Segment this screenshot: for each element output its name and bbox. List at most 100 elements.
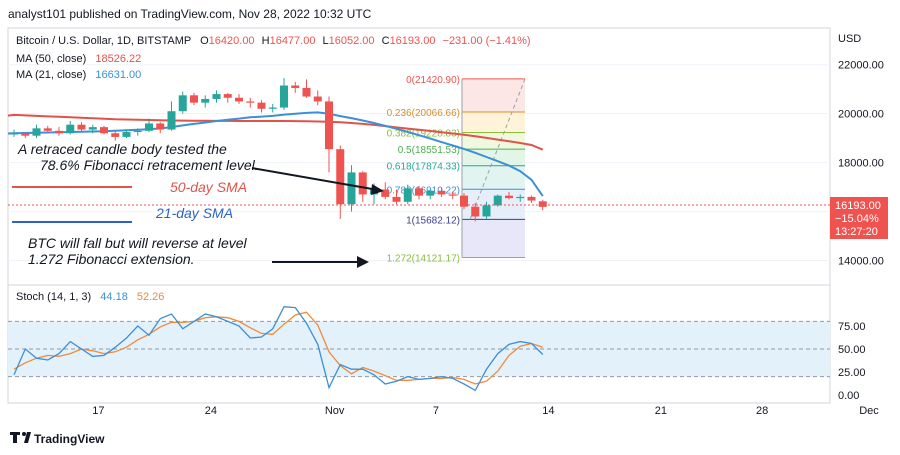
time-tick-label: 7 <box>433 405 439 417</box>
stoch-tick-label: 25.00 <box>838 367 866 379</box>
stochastic-oscillator <box>8 306 830 392</box>
current-price-box: 16193.00 −15.04% 13:27:20 <box>830 197 888 239</box>
price-box-price: 16193.00 <box>835 200 881 212</box>
candle-body <box>460 195 468 207</box>
fib-level-label: 0(21420.90) <box>406 75 460 86</box>
fib-band <box>462 219 525 258</box>
candle-body <box>77 124 86 130</box>
candle-body <box>403 188 412 202</box>
candle-body <box>43 128 52 131</box>
candle-body <box>190 95 198 103</box>
candle-body <box>100 127 108 134</box>
retracement-note-line1: A retraced candle body tested the <box>17 141 227 157</box>
stoch-label: Stoch (14, 1, 3) <box>16 291 91 303</box>
publisher-text: analyst101 published on TradingView.com,… <box>8 7 372 21</box>
candle-body <box>471 206 480 217</box>
candle-body <box>21 133 30 136</box>
candle-body <box>482 205 491 217</box>
svg-text:Bitcoin / U.S. Dollar, 1D, BIT: Bitcoin / U.S. Dollar, 1D, BITSTAMP O164… <box>16 35 531 47</box>
ma50-line <box>7 113 544 151</box>
price-box-countdown: 13:27:20 <box>835 226 878 238</box>
candle-body <box>212 94 221 99</box>
fib-level-label: 1.272(14121.17) <box>387 254 460 265</box>
candle-body <box>88 127 97 130</box>
stoch-k-value: 44.18 <box>100 291 128 303</box>
fall-note-line2: 1.272 Fibonacci extension. <box>28 251 195 267</box>
fib-level-label: 0.5(18551.53) <box>398 145 460 156</box>
ohlc-change: −231.00 (−1.41%) <box>443 35 531 47</box>
ohlc-low-value: 16052.00 <box>329 35 375 47</box>
candle-body <box>347 172 356 205</box>
candle-body <box>426 190 435 196</box>
candle-body <box>178 95 187 112</box>
ma50-label: MA (50, close) <box>16 53 86 65</box>
candle-body <box>291 85 300 88</box>
candle-body <box>55 130 63 134</box>
stoch-tick-label: 75.00 <box>838 321 866 333</box>
candle-body <box>201 98 210 103</box>
time-tick-label: Dec <box>859 405 879 417</box>
candlesticks <box>10 78 547 222</box>
stoch-d-value: 52.26 <box>137 291 165 303</box>
stoch-band <box>8 321 830 377</box>
sma21-note: 21-day SMA <box>155 205 233 221</box>
stoch-tick-label: 0.00 <box>838 390 859 402</box>
ohlc-high-label: H <box>262 35 270 47</box>
candle-body <box>313 96 322 102</box>
fib-level-label: 0.618(17874.33) <box>387 162 460 173</box>
candle-body <box>133 130 142 133</box>
fall-arrowhead <box>357 256 369 268</box>
fib-band <box>462 165 525 190</box>
candle-body <box>280 85 288 108</box>
svg-text:Stoch (14, 1, 3) 44.18: Stoch (14, 1, 3) 44.18 52.26 <box>16 291 164 303</box>
candle-body <box>167 111 176 130</box>
ma50-value: 18526.22 <box>95 53 141 65</box>
ma21-label: MA (21, close) <box>16 69 86 81</box>
price-tick-label: 20000.00 <box>838 109 884 121</box>
candle-body <box>268 107 277 109</box>
fib-level-label: 0.786(16910.22) <box>387 185 460 196</box>
time-tick-label: 14 <box>542 405 554 417</box>
candle-body <box>437 190 446 195</box>
candle-body <box>66 124 75 134</box>
candle-body <box>448 194 457 196</box>
fib-band <box>462 112 525 133</box>
fib-band <box>462 78 525 113</box>
candle-body <box>122 132 131 137</box>
price-box-bg <box>830 197 888 239</box>
time-axis: 17 24 Nov 7 14 21 28 Dec <box>92 405 879 417</box>
candle-body <box>392 196 401 202</box>
candle-body <box>538 201 547 207</box>
annotations: A retraced candle body tested the 78.6% … <box>12 141 384 268</box>
tradingview-logo[interactable]: TradingView <box>10 432 105 446</box>
candle-body <box>235 97 243 102</box>
fib-level-label: 0.382(19228.83) <box>387 129 460 140</box>
retracement-arrowhead <box>371 184 384 195</box>
candle-body <box>10 133 18 135</box>
candle-body <box>336 149 345 205</box>
candle-body <box>223 94 232 98</box>
ohlc-close-value: 16193.00 <box>390 35 436 47</box>
currency-label: USD <box>838 33 861 45</box>
time-tick-label: 28 <box>756 405 768 417</box>
svg-text:MA (21, close) 16631.00: MA (21, close) 16631.00 <box>16 69 141 81</box>
time-tick-label: Nov <box>325 405 345 417</box>
retracement-note-line2: 78.6% Fibonacci retracement level. <box>40 157 259 173</box>
candle-body <box>111 133 120 137</box>
legend: Bitcoin / U.S. Dollar, 1D, BITSTAMP O164… <box>16 35 531 81</box>
ohlc-low-label: L <box>323 35 329 47</box>
candle-body <box>156 123 165 130</box>
retracement-arrow <box>251 167 379 191</box>
ohlc-close-label: C <box>382 35 390 47</box>
fib-level-label: 1(15682.12) <box>406 215 460 226</box>
candle-body <box>257 102 266 109</box>
tv-logo-icon <box>10 432 20 443</box>
symbol-text: Bitcoin / U.S. Dollar, 1D, BITSTAMP <box>16 35 191 47</box>
candle-body <box>381 189 390 197</box>
fibonacci-tool: 0(21420.90) 0.236(20066.66) 0.382(19228.83… <box>387 75 526 265</box>
candle-body <box>516 196 525 199</box>
ma21-value: 16631.00 <box>95 69 141 81</box>
time-tick-label: 24 <box>205 405 217 417</box>
candle-body <box>32 128 41 136</box>
